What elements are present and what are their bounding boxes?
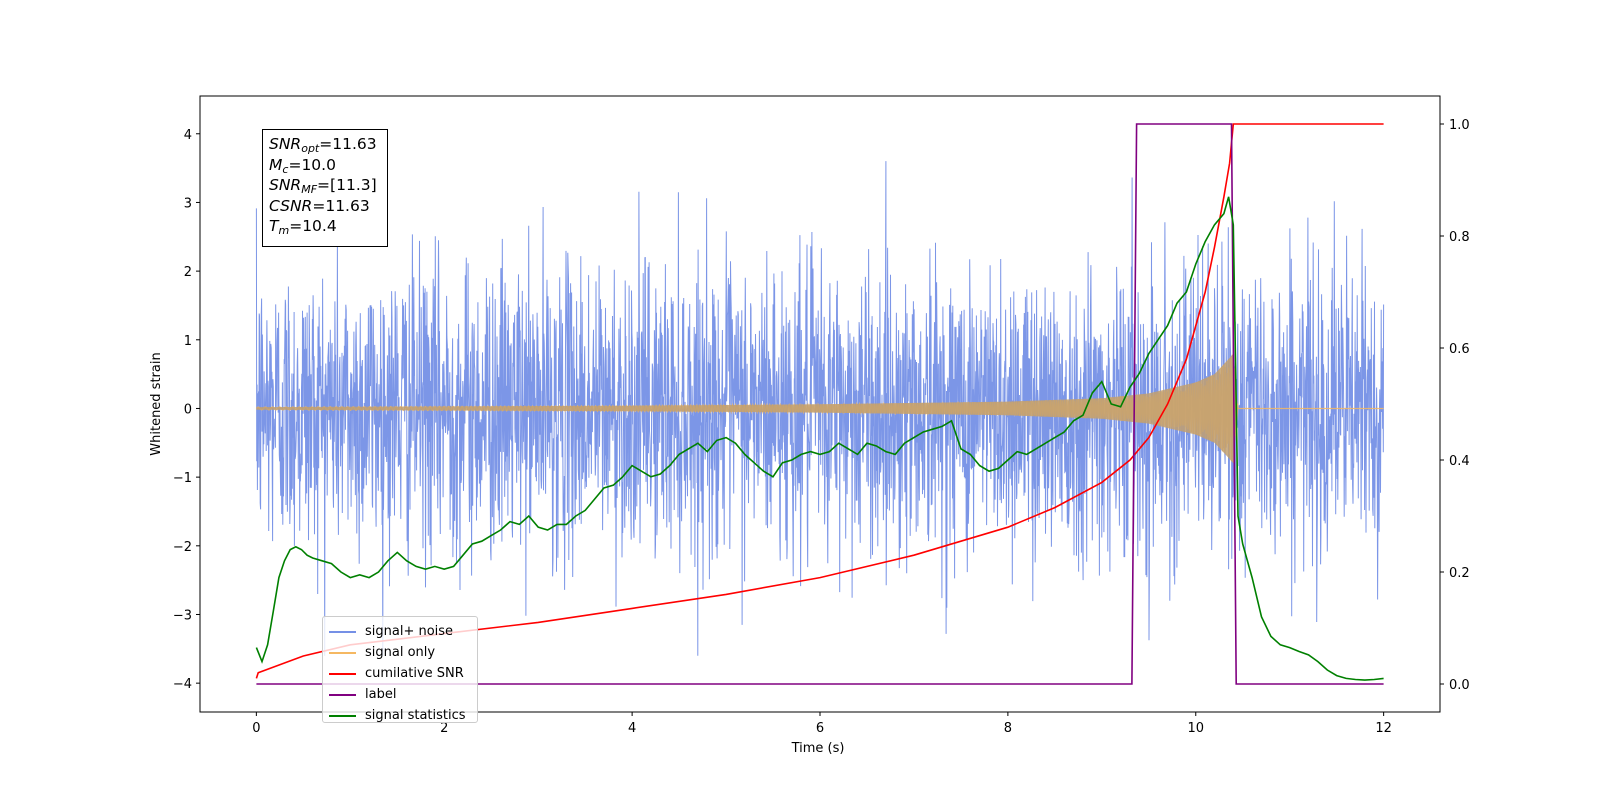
y-tick-label: 1	[184, 334, 192, 349]
legend-label: cumilative SNR	[365, 666, 464, 681]
y2-tick-label: 0.0	[1449, 678, 1470, 693]
snr-mf-value: [11.3]	[330, 176, 377, 195]
x-tick-label: 10	[1187, 721, 1204, 736]
snr-mf-line: SNRMF=[11.3]	[269, 176, 377, 197]
legend-label: label	[365, 687, 397, 702]
y-tick-label: −2	[173, 540, 192, 555]
y2-tick-label: 1.0	[1449, 118, 1470, 133]
legend-label: signal only	[365, 645, 436, 660]
y2-tick-label: 0.2	[1449, 566, 1470, 581]
mc-line: Mc=10.0	[269, 155, 336, 176]
legend-swatch	[329, 630, 356, 633]
x-tick-label: 2	[440, 721, 448, 736]
x-axis-label: Time (s)	[791, 741, 845, 756]
legend-item-signal-only: signal only	[329, 642, 477, 663]
signal-noise-line	[255, 161, 1385, 656]
legend-item-signal-noise: signal+ noise	[329, 621, 477, 642]
signal-statistics-line	[255, 196, 1384, 681]
csnr-line: CSNR=11.63	[269, 196, 370, 215]
y-tick-label: 4	[184, 128, 192, 143]
legend: signal+ noise signal only cumilative SNR…	[322, 616, 478, 723]
legend-label: signal+ noise	[365, 624, 454, 639]
label-line	[256, 123, 1384, 685]
legend-swatch	[329, 672, 356, 675]
legend-item-signal-statistics: signal statistics	[329, 705, 477, 726]
signal-only-series	[255, 353, 1384, 464]
y-tick-label: 0	[184, 402, 192, 417]
x-tick-label: 0	[252, 721, 260, 736]
snr-opt-line: SNRopt=11.63	[269, 135, 377, 155]
legend-swatch	[329, 651, 356, 654]
legend-item-cumulative-snr: cumilative SNR	[329, 663, 477, 684]
signal-only-envelope	[256, 353, 1384, 464]
y2-tick-label: 0.8	[1449, 230, 1470, 245]
csnr-value: 11.63	[325, 196, 370, 215]
x-tick-label: 8	[1004, 721, 1012, 736]
y-tick-label: 3	[184, 196, 192, 211]
mc-value: 10.0	[301, 155, 336, 174]
x-tick-label: 12	[1375, 721, 1392, 736]
y-tick-label: −1	[173, 471, 192, 486]
y2-tick-label: 0.6	[1449, 342, 1470, 357]
legend-swatch	[329, 693, 356, 696]
x-tick-label: 4	[628, 721, 636, 736]
y-tick-label: −4	[173, 677, 192, 692]
tm-value: 10.4	[302, 217, 337, 236]
snr-opt-value: 11.63	[332, 135, 377, 153]
y-axis-label: Whitened strain	[149, 352, 164, 455]
legend-swatch	[329, 714, 356, 717]
annotation-box: SNRopt=11.63 Mc=10.0 SNRMF=[11.3] CSNR=1…	[262, 129, 388, 247]
legend-label: signal statistics	[365, 708, 466, 723]
y-tick-label: −3	[173, 608, 192, 623]
tm-line: Tm=10.4	[269, 217, 337, 238]
y-tick-label: 2	[184, 265, 192, 280]
y2-tick-label: 0.4	[1449, 454, 1470, 469]
signal-noise-series	[255, 161, 1385, 656]
legend-item-label: label	[329, 684, 477, 705]
x-tick-label: 6	[816, 721, 824, 736]
